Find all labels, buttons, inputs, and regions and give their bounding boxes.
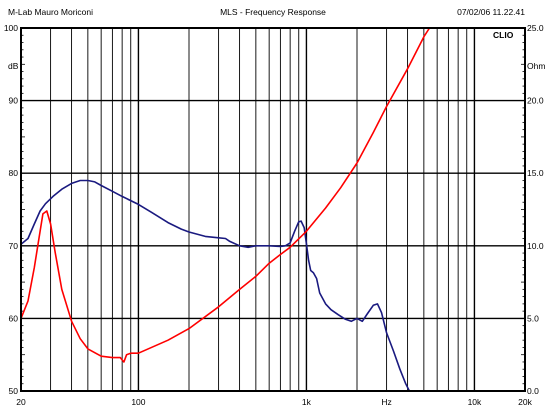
right-tick-label: 0.0 <box>527 386 539 396</box>
right-tick-label: 10.0 <box>527 241 544 251</box>
left-tick-label: 80 <box>9 168 19 178</box>
right-tick-label: 15.0 <box>527 168 544 178</box>
grid <box>21 27 525 392</box>
header-timestamp: 07/02/06 11.22.41 <box>457 7 525 17</box>
right-tick-label: 25.0 <box>527 23 544 33</box>
header-left-label: M-Lab Mauro Moriconi <box>8 7 93 17</box>
left-tick-label: 90 <box>9 96 19 106</box>
left-tick-label: 50 <box>9 386 19 396</box>
x-tick-label: 20 <box>16 397 26 407</box>
series-layer <box>20 27 431 392</box>
x-tick-label: Hz <box>381 397 391 407</box>
right-axis-unit: Ohm <box>527 61 545 71</box>
right-tick-label: 20.0 <box>527 96 544 106</box>
left-axis-unit: dB <box>8 61 19 71</box>
plot-area <box>21 28 525 391</box>
impedance-curve <box>20 27 431 363</box>
x-tick-label: 10k <box>468 397 482 407</box>
x-tick-label: 100 <box>131 397 145 407</box>
x-tick-label: 1k <box>302 397 312 407</box>
left-tick-label: 100 <box>4 23 18 33</box>
right-tick-label: 5.0 <box>527 313 539 323</box>
x-tick-label: 20k <box>518 397 532 407</box>
plot-frame <box>20 27 526 392</box>
chart-title: MLS - Frequency Response <box>220 7 326 17</box>
tick-labels: 100 90 80 70 60 50 25.0 20.0 15.0 10.0 5.0 0.0 20 100… <box>4 23 544 407</box>
clio-logo: CLIO <box>493 30 514 40</box>
left-tick-label: 70 <box>9 241 19 251</box>
left-tick-label: 60 <box>9 313 19 323</box>
response-curve <box>20 179 411 392</box>
